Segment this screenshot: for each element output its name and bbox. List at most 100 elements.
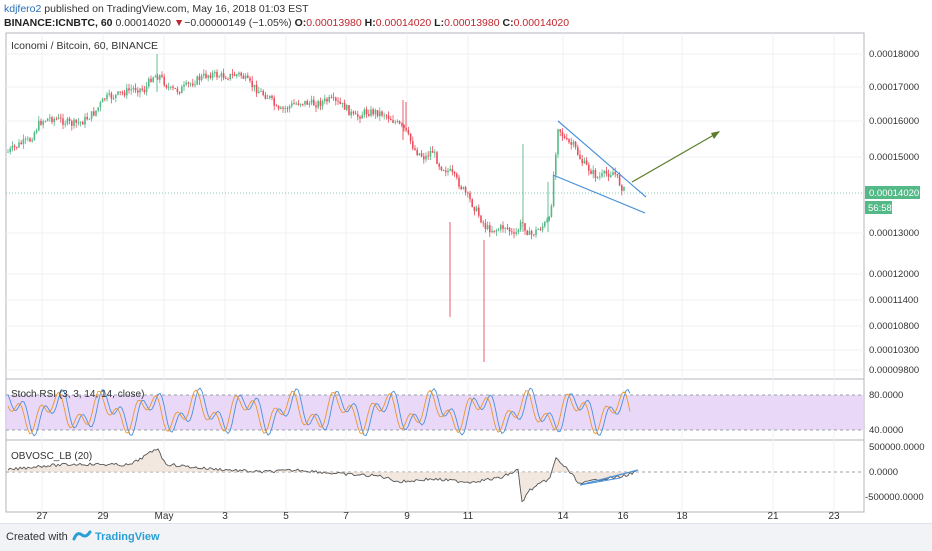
candle-body [471, 199, 473, 207]
candle-body [220, 73, 223, 77]
candle-body [332, 97, 335, 99]
candle-body [183, 84, 185, 87]
time-label: 18 [676, 511, 688, 522]
candle-body [440, 166, 443, 171]
change-arrow-icon: ▼ [173, 17, 185, 29]
candle-body [365, 109, 368, 115]
price-axis-labels: 0.00018000 0.00017000 0.00016000 0.00015000… [869, 49, 919, 376]
candle-body [66, 118, 69, 124]
wedge-upper-trendline[interactable] [557, 120, 647, 198]
candle-body [304, 100, 306, 105]
created-with-text: Created with [6, 531, 68, 543]
wedge-lower-trendline[interactable] [552, 174, 646, 214]
candle-body [464, 187, 467, 193]
candle-body [381, 111, 383, 116]
candle-body [253, 84, 256, 88]
candle-body [462, 187, 465, 189]
candle-body [11, 145, 14, 149]
price-change: −0.00000149 (−1.05%) [184, 17, 292, 29]
candle-body [35, 130, 38, 133]
candle-body [134, 87, 137, 91]
candle-body [273, 97, 275, 106]
candle-body [592, 170, 594, 175]
tradingview-brand-link[interactable]: TradingView [95, 531, 160, 543]
time-label: 16 [617, 511, 629, 522]
candle-body [337, 100, 339, 102]
candle-body [515, 232, 517, 234]
tradingview-logo-icon [72, 530, 92, 541]
candle-body [616, 174, 619, 176]
candle-body [60, 117, 62, 119]
candle-body [18, 142, 20, 148]
candle-body [324, 98, 326, 102]
candle-body [269, 95, 271, 99]
price-label: 0.00013000 [869, 228, 919, 239]
candle-body [392, 120, 394, 123]
candle-body [262, 91, 264, 95]
candle-body [436, 152, 438, 164]
candle-body [40, 120, 42, 125]
candle-body [31, 139, 33, 142]
candle-body [192, 83, 194, 86]
candle-body [101, 98, 104, 103]
candle-body [108, 93, 110, 95]
obv-trendline[interactable] [579, 469, 639, 486]
time-axis-labels: 27 29 May 3 5 7 9 11 14 16 18 21 23 [36, 511, 840, 522]
candle-body [16, 146, 18, 148]
candle-body [172, 86, 174, 89]
candle-body [242, 75, 245, 79]
candle-body [258, 91, 260, 94]
time-label: 21 [767, 511, 779, 522]
candle-body [447, 170, 449, 173]
candle-body [185, 82, 187, 85]
candle-body [174, 88, 176, 89]
candle-body [222, 73, 225, 79]
time-label: 14 [557, 511, 569, 522]
candle-body [425, 155, 427, 160]
candle-body [370, 109, 372, 116]
candle-body [299, 103, 302, 105]
candle-body [20, 142, 22, 145]
time-label: 11 [463, 511, 474, 522]
author-link[interactable]: kdjfero2 [4, 3, 42, 15]
candle-body [442, 170, 445, 171]
candle-body [288, 105, 291, 109]
candle-body [271, 95, 273, 98]
candle-body [403, 124, 405, 128]
candle-body [594, 170, 597, 178]
obv-level-zero: 0.0000 [869, 467, 898, 478]
candle-body [9, 148, 11, 152]
candle-body [84, 116, 86, 125]
chart-canvas[interactable]: Iconomi / Bitcoin, 60, BINANCE 0.0001800… [0, 32, 932, 523]
candle-body [209, 75, 212, 78]
candle-body [306, 100, 308, 105]
candle-body [552, 175, 555, 206]
candle-body [605, 171, 608, 174]
candle-body [431, 151, 434, 153]
candle-body [93, 111, 95, 116]
candle-body [352, 111, 355, 114]
candle-body [145, 86, 148, 92]
candle-body [427, 155, 429, 157]
candle-body [621, 185, 623, 191]
candle-body [42, 121, 44, 125]
candle-body [141, 88, 143, 90]
candle-body [123, 92, 126, 96]
candle-body [409, 133, 412, 142]
candle-body [249, 77, 251, 81]
candle-body [231, 73, 234, 75]
candle-body [110, 93, 113, 99]
time-label: 5 [283, 511, 289, 522]
candle-body [484, 223, 487, 230]
symbol-label: BINANCE:ICNBTC, 60 [4, 17, 113, 29]
price-label: 0.00018000 [869, 49, 919, 60]
obv-trendline-2[interactable] [579, 477, 621, 486]
candle-body [264, 94, 267, 99]
candle-body [313, 99, 315, 106]
time-label: 27 [36, 511, 48, 522]
candle-body [535, 229, 537, 236]
candle-body [319, 100, 322, 106]
projection-arrow[interactable] [631, 131, 720, 183]
candle-body [502, 225, 504, 229]
candle-body [623, 187, 625, 191]
